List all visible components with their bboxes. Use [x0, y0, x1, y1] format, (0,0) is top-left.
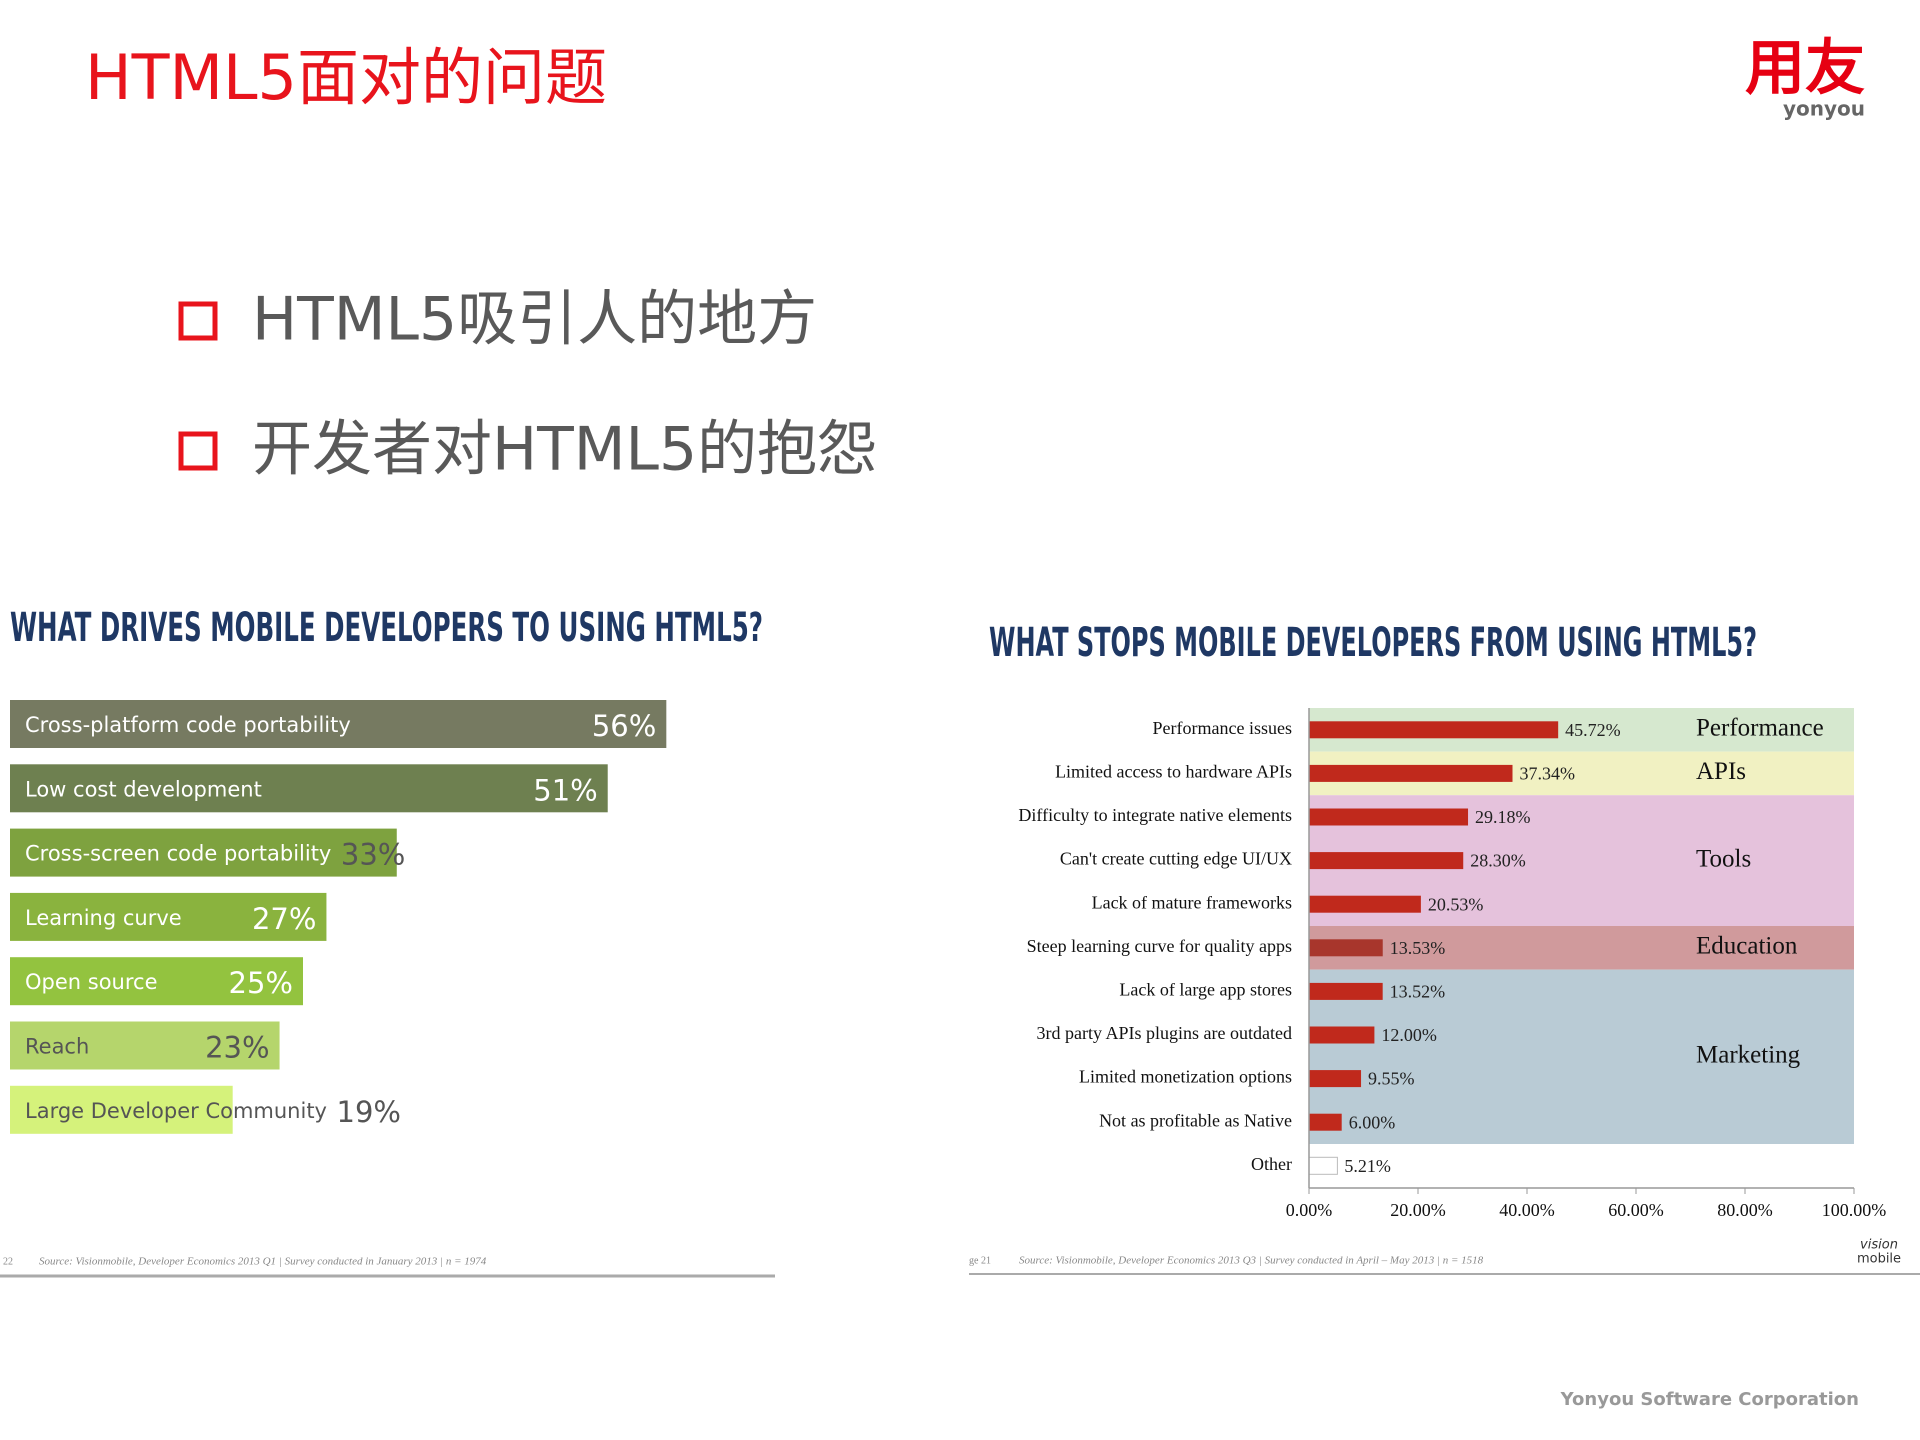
- bar: [1309, 721, 1559, 739]
- group-label: Performance: [1696, 715, 1824, 742]
- logo-top: vision: [1860, 1238, 1898, 1253]
- value-label: 33%: [341, 838, 405, 872]
- bar-label: Lack of large app stores: [1119, 980, 1292, 1000]
- value-label: 9.55%: [1368, 1069, 1415, 1089]
- chart-title: WHAT STOPS MOBILE DEVELOPERS FROM USING …: [989, 620, 1757, 666]
- bullet-box: [178, 431, 218, 471]
- group-label: Marketing: [1696, 1042, 1801, 1069]
- bar: [1309, 1070, 1362, 1088]
- group-label: APIs: [1696, 758, 1746, 785]
- value-label: 13.52%: [1390, 982, 1446, 1002]
- bar-label: Learning curve: [25, 906, 182, 930]
- bar: [1309, 764, 1513, 782]
- logo-sub: yonyou: [1783, 97, 1865, 121]
- value-label: 56%: [592, 709, 656, 743]
- bar-label: Can't create cutting edge UI/UX: [1060, 849, 1292, 869]
- x-tick-label: 20.00%: [1390, 1200, 1446, 1220]
- bar-label: Cross-platform code portability: [25, 713, 351, 737]
- bar: [1309, 1026, 1375, 1044]
- bullet-text: HTML5吸引人的地方: [252, 285, 817, 355]
- bar-label: Performance issues: [1153, 718, 1292, 738]
- bar: [1309, 982, 1383, 1000]
- bar: [1309, 852, 1464, 870]
- source-page: 22: [3, 1256, 13, 1267]
- x-tick-label: 100.00%: [1822, 1200, 1887, 1220]
- bar-label: Difficulty to integrate native elements: [1018, 805, 1292, 825]
- bar-label: Large Developer Community: [25, 1099, 327, 1123]
- value-label: 25%: [229, 966, 293, 1000]
- footer: Yonyou Software Corporation: [1560, 1389, 1859, 1410]
- value-label: 29.18%: [1475, 807, 1531, 827]
- group-label: Tools: [1696, 845, 1751, 872]
- bar-label: Not as profitable as Native: [1099, 1110, 1292, 1130]
- value-label: 20.53%: [1428, 894, 1484, 914]
- source: Source: Visionmobile, Developer Economic…: [39, 1256, 487, 1268]
- bar: [1309, 895, 1421, 913]
- value-label: 28.30%: [1470, 851, 1526, 871]
- bar: [1309, 939, 1383, 957]
- slide-title: HTML5面对的问题: [85, 41, 607, 114]
- group-label: Education: [1696, 933, 1798, 960]
- bar: [1309, 1113, 1342, 1131]
- value-label: 23%: [205, 1031, 269, 1065]
- bar-label: 3rd party APIs plugins are outdated: [1037, 1023, 1292, 1043]
- chart-title: WHAT DRIVES MOBILE DEVELOPERS TO USING H…: [10, 605, 763, 651]
- logo-bottom: mobile: [1857, 1252, 1901, 1267]
- bar-label: Cross-screen code portability: [25, 842, 331, 866]
- x-tick-label: 80.00%: [1717, 1200, 1773, 1220]
- bar: [10, 764, 608, 813]
- bar: [10, 1085, 233, 1134]
- source: Source: Visionmobile, Developer Economic…: [1019, 1255, 1484, 1267]
- bar-label: Limited access to hardware APIs: [1055, 762, 1292, 782]
- bar-label: Limited monetization options: [1079, 1067, 1292, 1087]
- bar-label: Other: [1251, 1154, 1292, 1174]
- value-label: 12.00%: [1381, 1025, 1437, 1045]
- bar: [1309, 808, 1469, 826]
- bar: [10, 892, 327, 941]
- bar: [10, 1021, 280, 1070]
- source-page: ge 21: [969, 1255, 991, 1266]
- group-band: [1309, 926, 1854, 970]
- bullet-box: [178, 301, 218, 341]
- x-tick-label: 0.00%: [1286, 1200, 1333, 1220]
- value-label: 27%: [252, 902, 316, 936]
- bar-label: Open source: [25, 970, 158, 994]
- group-band: [1309, 969, 1854, 1144]
- bar-label: Lack of mature frameworks: [1092, 892, 1292, 912]
- bar: [10, 700, 667, 748]
- value-label: 51%: [533, 773, 597, 807]
- value-label: 37.34%: [1520, 764, 1576, 784]
- value-label: 19%: [337, 1095, 401, 1129]
- bar: [10, 957, 303, 1006]
- value-label: 5.21%: [1344, 1156, 1391, 1176]
- x-tick-label: 60.00%: [1608, 1200, 1664, 1220]
- value-label: 6.00%: [1349, 1112, 1396, 1132]
- value-label: 45.72%: [1565, 720, 1621, 740]
- logo: 用友: [1745, 34, 1865, 104]
- bar: [1308, 1156, 1338, 1175]
- x-tick-label: 40.00%: [1499, 1200, 1555, 1220]
- value-label: 13.53%: [1390, 938, 1446, 958]
- bullet-text: 开发者对HTML5的抱怨: [252, 415, 877, 485]
- bar: [10, 828, 397, 877]
- bar-label: Steep learning curve for quality apps: [1027, 936, 1292, 956]
- bar-label: Reach: [25, 1035, 89, 1059]
- bar-label: Low cost development: [25, 777, 262, 801]
